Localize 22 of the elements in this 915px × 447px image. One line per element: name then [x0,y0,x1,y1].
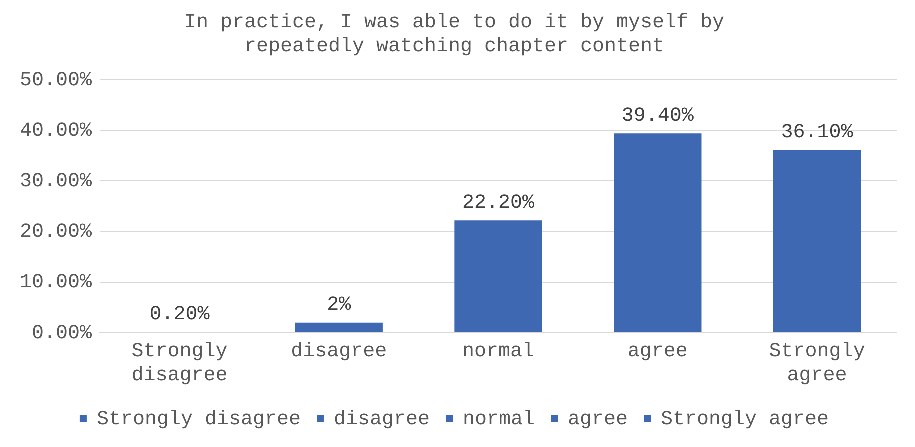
x-tick-label: Strongly agree [769,340,866,388]
x-tick-label: agree [628,340,688,364]
y-tick-label: 0.00% [32,322,94,346]
data-label: 39.40% [622,104,695,128]
data-label: 22.20% [462,192,536,215]
x-tick-label: Strongly disagree [132,340,228,388]
x-tick-label: disagree [291,340,388,364]
y-tick-label: 50.00% [20,69,94,92]
x-tick-label: normal [462,340,535,364]
legend-label: Strongly disagree [96,408,301,432]
data-label: 2% [327,294,352,318]
data-label: 0.20% [150,303,211,326]
data-label: 36.10% [781,122,854,145]
y-tick-label: 20.00% [20,221,94,244]
legend-label: Strongly agree [661,408,830,432]
legend-label: disagree [334,408,430,432]
y-tick-label: 10.00% [20,272,94,295]
legend-label: normal [463,408,536,432]
legend-label: agree [568,408,628,432]
y-tick-label: 30.00% [20,170,94,194]
y-tick-label: 40.00% [20,120,94,143]
chart-title: In practice, I was able to do it by myself by repeatedly watching chapter content [184,11,725,58]
